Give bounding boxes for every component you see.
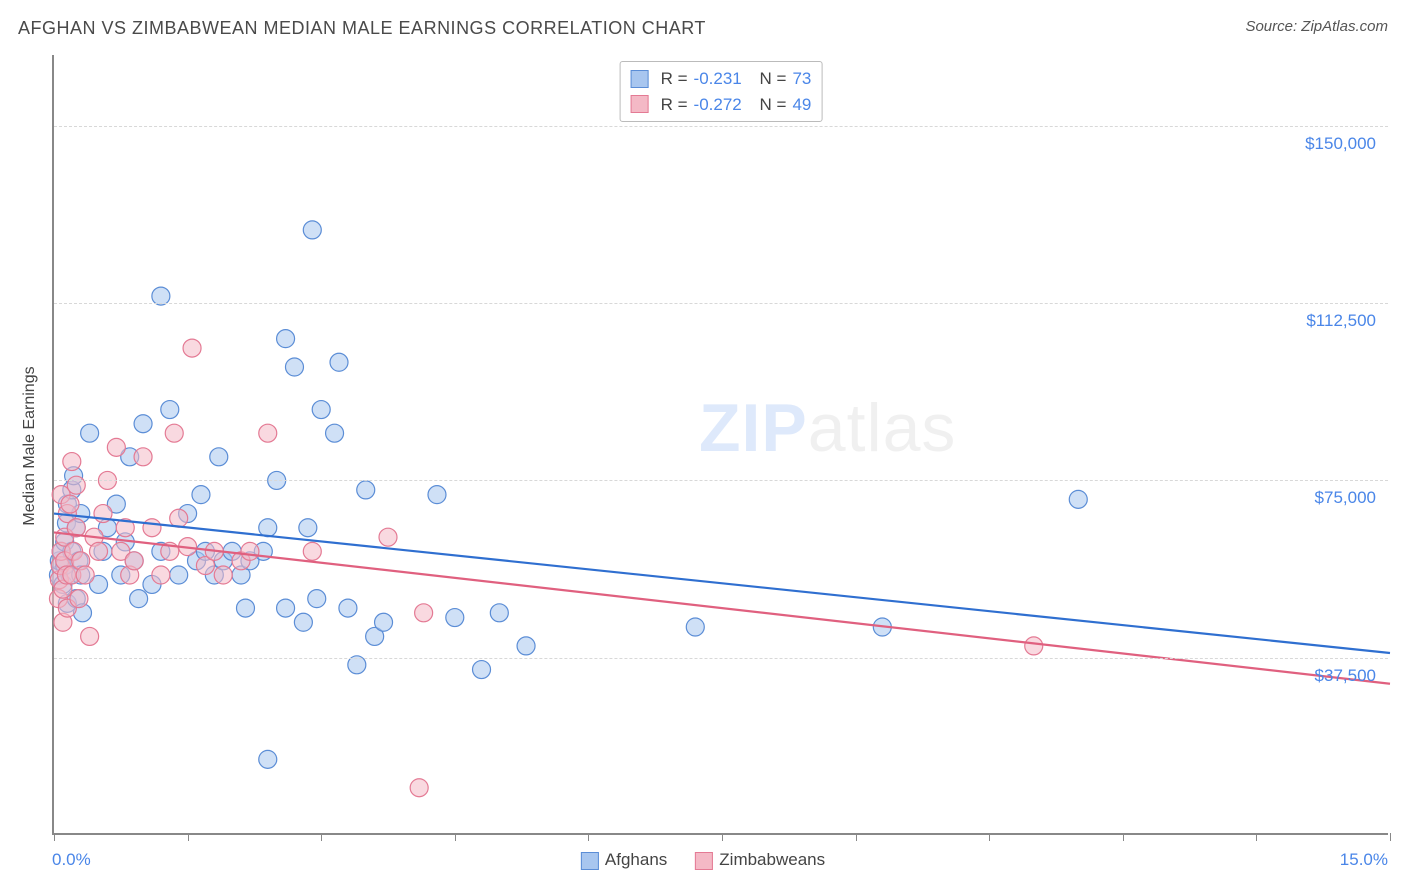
scatter-point bbox=[259, 424, 277, 442]
scatter-point bbox=[259, 750, 277, 768]
x-tick bbox=[856, 833, 857, 841]
scatter-point bbox=[61, 495, 79, 513]
scatter-point bbox=[357, 481, 375, 499]
scatter-point bbox=[415, 604, 433, 622]
chart-svg bbox=[54, 55, 1388, 833]
scatter-point bbox=[303, 542, 321, 560]
scatter-point bbox=[339, 599, 357, 617]
scatter-point bbox=[170, 566, 188, 584]
scatter-point bbox=[330, 353, 348, 371]
scatter-point bbox=[134, 415, 152, 433]
scatter-point bbox=[161, 401, 179, 419]
legend-swatch bbox=[695, 852, 713, 870]
scatter-point bbox=[312, 401, 330, 419]
y-tick-label: $112,500 bbox=[1306, 311, 1376, 331]
x-axis-max-label: 15.0% bbox=[1340, 850, 1388, 870]
scatter-point bbox=[517, 637, 535, 655]
y-axis-label: Median Male Earnings bbox=[21, 366, 39, 525]
chart-title: AFGHAN VS ZIMBABWEAN MEDIAN MALE EARNING… bbox=[18, 18, 706, 39]
scatter-point bbox=[192, 486, 210, 504]
scatter-point bbox=[303, 221, 321, 239]
chart-source: Source: ZipAtlas.com bbox=[1245, 18, 1388, 35]
scatter-point bbox=[490, 604, 508, 622]
scatter-point bbox=[70, 590, 88, 608]
scatter-point bbox=[410, 779, 428, 797]
scatter-point bbox=[1069, 490, 1087, 508]
scatter-point bbox=[299, 519, 317, 537]
scatter-point bbox=[1025, 637, 1043, 655]
scatter-point bbox=[241, 542, 259, 560]
scatter-point bbox=[107, 438, 125, 456]
scatter-point bbox=[170, 509, 188, 527]
scatter-point bbox=[428, 486, 446, 504]
scatter-point bbox=[76, 566, 94, 584]
scatter-point bbox=[686, 618, 704, 636]
scatter-point bbox=[277, 599, 295, 617]
scatter-point bbox=[214, 566, 232, 584]
scatter-point bbox=[277, 330, 295, 348]
scatter-point bbox=[125, 552, 143, 570]
x-tick bbox=[188, 833, 189, 841]
x-tick bbox=[588, 833, 589, 841]
legend-item: Afghans bbox=[581, 850, 667, 870]
legend-item: Zimbabweans bbox=[695, 850, 825, 870]
x-tick bbox=[989, 833, 990, 841]
y-tick-label: $75,000 bbox=[1315, 488, 1376, 508]
gridline bbox=[54, 303, 1388, 304]
x-tick bbox=[1123, 833, 1124, 841]
x-tick bbox=[321, 833, 322, 841]
x-tick bbox=[722, 833, 723, 841]
gridline bbox=[54, 658, 1388, 659]
plot-area: ZIPatlas R = -0.231N = 73R = -0.272N = 4… bbox=[52, 55, 1388, 835]
scatter-point bbox=[81, 424, 99, 442]
series-legend: Afghans Zimbabweans bbox=[581, 850, 825, 870]
scatter-point bbox=[379, 528, 397, 546]
scatter-point bbox=[326, 424, 344, 442]
scatter-point bbox=[67, 476, 85, 494]
scatter-point bbox=[236, 599, 254, 617]
scatter-point bbox=[90, 542, 108, 560]
x-tick bbox=[1256, 833, 1257, 841]
trend-line bbox=[54, 514, 1390, 653]
scatter-point bbox=[152, 566, 170, 584]
scatter-point bbox=[134, 448, 152, 466]
gridline bbox=[54, 126, 1388, 127]
chart-container: AFGHAN VS ZIMBABWEAN MEDIAN MALE EARNING… bbox=[0, 0, 1406, 892]
scatter-point bbox=[294, 613, 312, 631]
scatter-point bbox=[143, 519, 161, 537]
scatter-point bbox=[130, 590, 148, 608]
scatter-point bbox=[63, 453, 81, 471]
scatter-point bbox=[165, 424, 183, 442]
legend-label: Zimbabweans bbox=[719, 850, 825, 869]
scatter-point bbox=[308, 590, 326, 608]
scatter-point bbox=[81, 627, 99, 645]
x-tick bbox=[54, 833, 55, 841]
x-tick bbox=[1390, 833, 1391, 841]
x-axis-min-label: 0.0% bbox=[52, 850, 91, 870]
gridline bbox=[54, 480, 1388, 481]
legend-label: Afghans bbox=[605, 850, 667, 869]
y-tick-label: $150,000 bbox=[1305, 134, 1376, 154]
scatter-point bbox=[285, 358, 303, 376]
legend-swatch bbox=[581, 852, 599, 870]
scatter-point bbox=[446, 609, 464, 627]
scatter-point bbox=[210, 448, 228, 466]
scatter-point bbox=[183, 339, 201, 357]
y-tick-label: $37,500 bbox=[1315, 666, 1376, 686]
x-tick bbox=[455, 833, 456, 841]
scatter-point bbox=[259, 519, 277, 537]
scatter-point bbox=[375, 613, 393, 631]
scatter-point bbox=[473, 661, 491, 679]
